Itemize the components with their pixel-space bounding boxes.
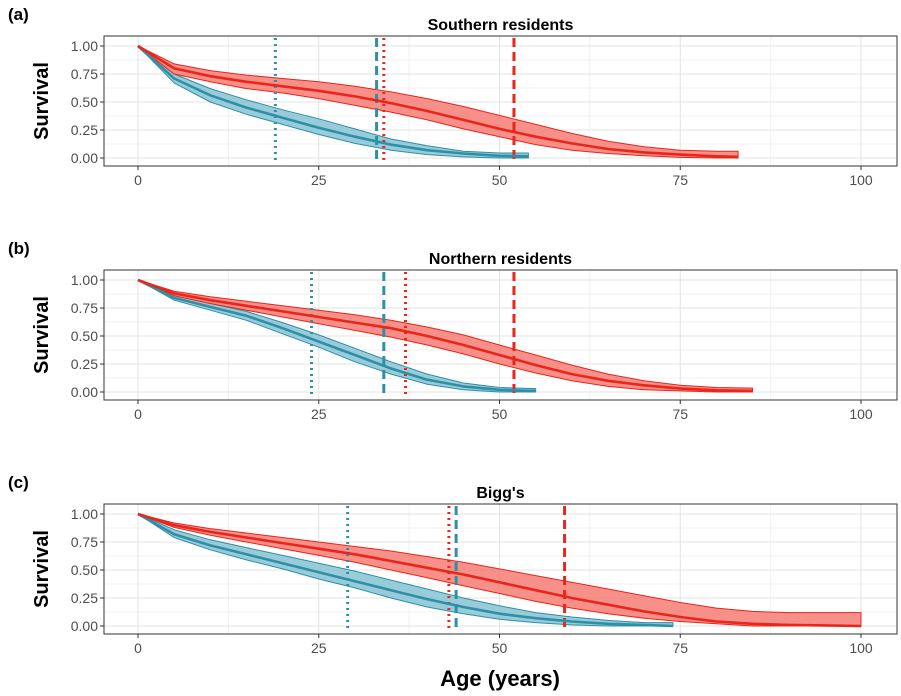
plot-frame [103, 35, 898, 167]
x-tick-label: 75 [672, 640, 688, 656]
x-tick-label: 100 [849, 172, 873, 188]
panel-title: Southern residents [428, 17, 574, 34]
x-tick-label: 25 [311, 406, 327, 422]
y-tick-label: 1.00 [71, 506, 98, 522]
panel-label: (b) [8, 239, 30, 258]
y-tick-label: 0.25 [71, 122, 98, 138]
y-tick-label: 1.00 [71, 38, 98, 54]
y-tick-label: 0.50 [71, 562, 98, 578]
x-tick-label: 100 [849, 406, 873, 422]
y-tick-label: 0.50 [71, 94, 98, 110]
panel-title: Northern residents [429, 251, 572, 268]
y-tick-label: 0.25 [71, 356, 98, 372]
x-axis-label: Age (years) [440, 666, 560, 691]
y-tick-label: 0.00 [71, 618, 98, 634]
x-tick-label: 25 [311, 172, 327, 188]
x-tick-label: 0 [134, 640, 142, 656]
y-tick-label: 0.50 [71, 328, 98, 344]
plot-frame [103, 269, 898, 401]
red-survival-curve [137, 278, 753, 393]
blue-survival-curve [137, 512, 674, 628]
y-tick-label: 0.75 [71, 66, 98, 82]
y-tick-label: 1.00 [71, 272, 98, 288]
y-tick-label: 0.75 [71, 300, 98, 316]
y-tick-label: 0.00 [71, 150, 98, 166]
blue-survival-curve [137, 278, 536, 393]
panel-3: 0.00 0.25 0.50 0.75 1.00 0 25 50 75 100 Bigg's (c) S… [8, 473, 898, 656]
panel-label: (c) [8, 473, 29, 492]
y-tick-label: 0.00 [71, 384, 98, 400]
panel-label: (a) [8, 5, 29, 24]
x-tick-label: 25 [311, 640, 327, 656]
x-tick-label: 75 [672, 172, 688, 188]
red-survival-curve [137, 512, 862, 628]
y-axis-label: Survival [31, 296, 53, 374]
x-tick-label: 100 [849, 640, 873, 656]
blue-confidence-band [137, 513, 674, 627]
x-tick-label: 0 [134, 406, 142, 422]
plot-frame [103, 503, 898, 635]
y-axis-label: Survival [31, 530, 53, 608]
x-tick-label: 50 [492, 640, 508, 656]
x-tick-label: 75 [672, 406, 688, 422]
x-tick-label: 0 [134, 172, 142, 188]
red-confidence-band [137, 45, 739, 159]
panel-2: 0.00 0.25 0.50 0.75 1.00 0 25 50 75 100 Northern r… [8, 239, 898, 422]
plot-background [104, 270, 897, 400]
panels: 0.00 0.25 0.50 0.75 1.00 0 25 50 75 100 Southern r… [8, 5, 898, 656]
x-tick-label: 50 [492, 406, 508, 422]
y-tick-label: 0.75 [71, 534, 98, 550]
red-confidence-band [137, 513, 862, 627]
y-axis-label: Survival [31, 62, 53, 140]
blue-survival-curve [137, 45, 529, 158]
red-survival-curve [137, 44, 739, 159]
panel-title: Bigg's [476, 485, 524, 502]
y-tick-label: 0.25 [71, 590, 98, 606]
panel-1: 0.00 0.25 0.50 0.75 1.00 0 25 50 75 100 Southern r… [8, 5, 898, 188]
x-tick-label: 50 [492, 172, 508, 188]
